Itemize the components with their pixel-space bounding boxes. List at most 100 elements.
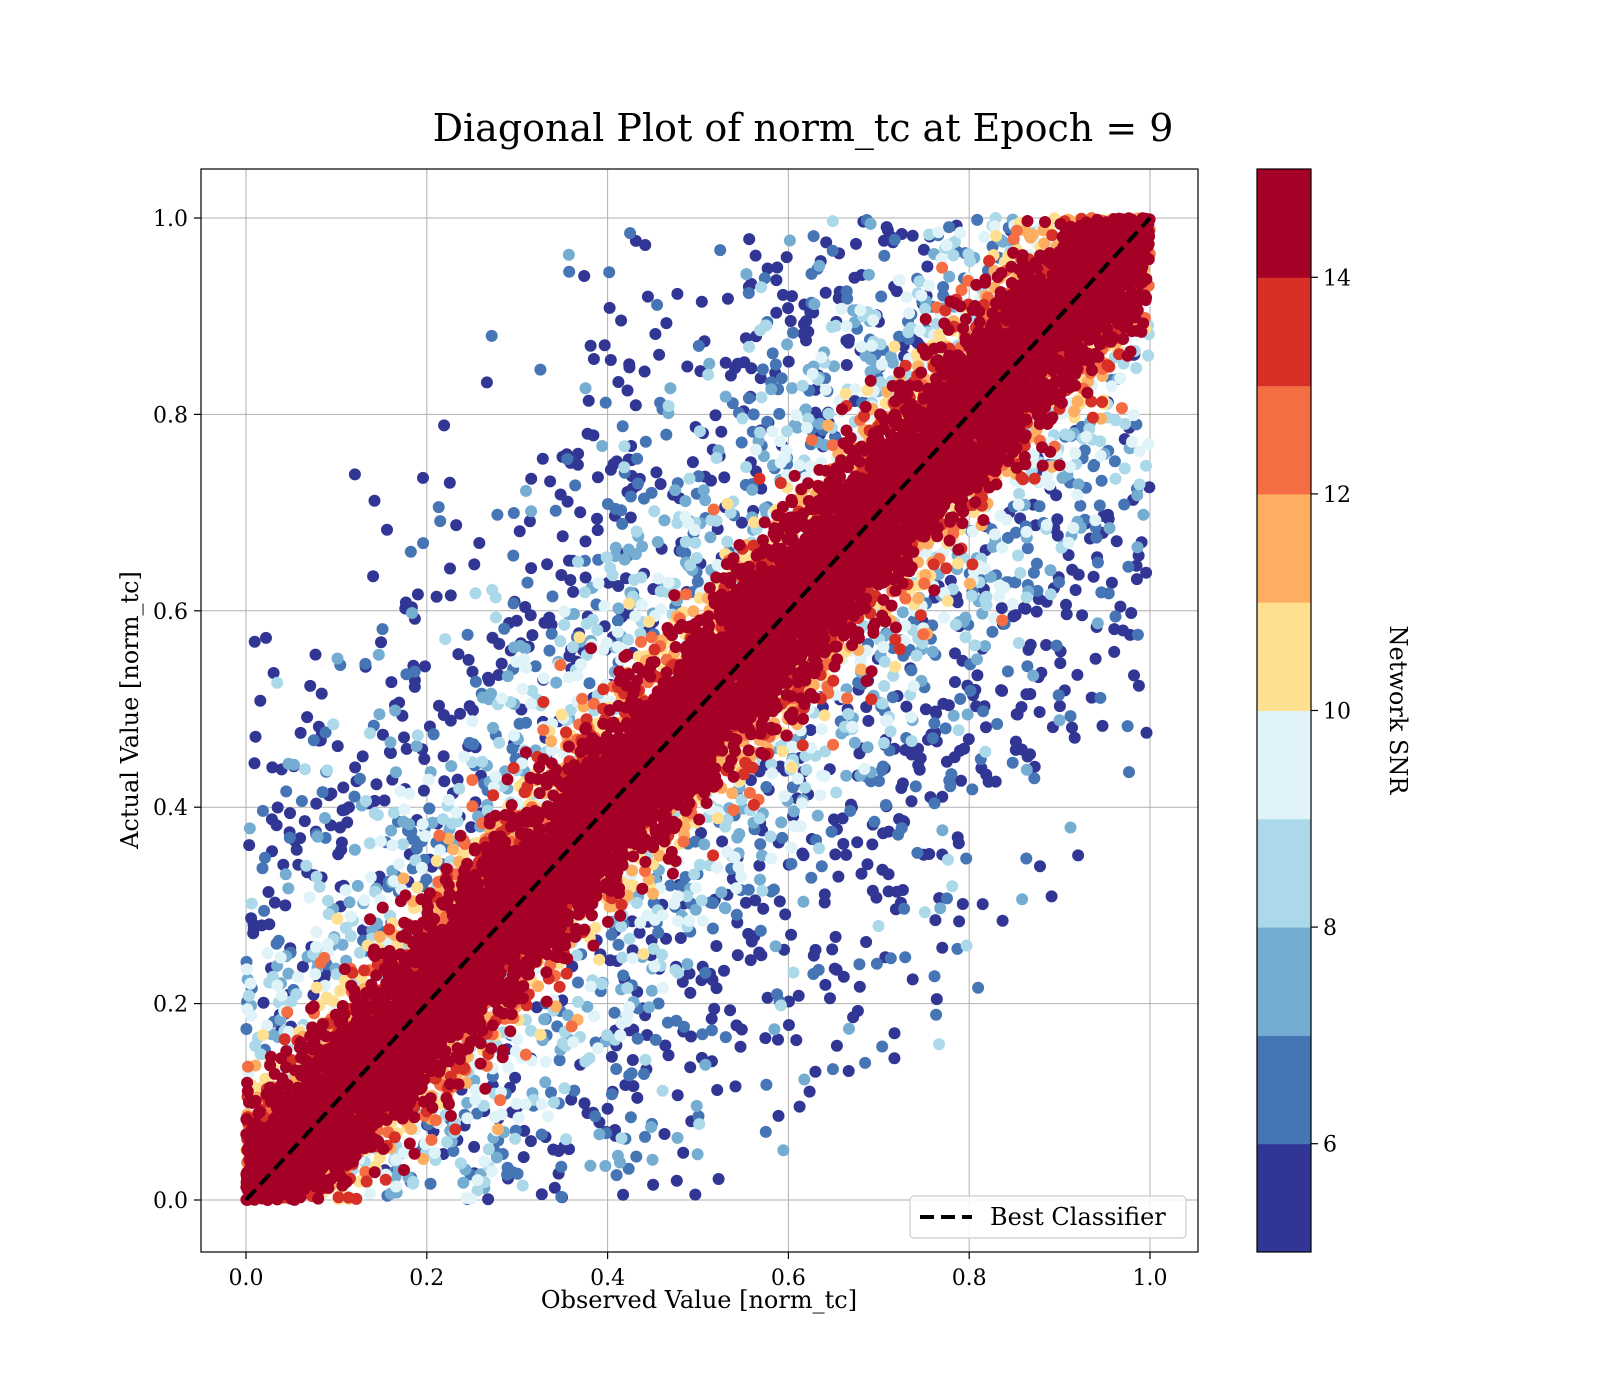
scatter-point (691, 575, 704, 588)
scatter-point (876, 1040, 889, 1053)
scatter-point (507, 597, 520, 610)
scatter-point (781, 338, 794, 351)
scatter-point (718, 471, 731, 484)
scatter-point (516, 1179, 529, 1192)
scatter-point (451, 773, 464, 786)
scatter-point (392, 858, 405, 871)
scatter-point (905, 795, 918, 808)
scatter-point (740, 896, 752, 909)
scatter-point (896, 606, 909, 619)
scatter-point (800, 421, 813, 434)
scatter-point (877, 737, 890, 749)
scatter-point (641, 290, 654, 303)
scatter-point (618, 461, 631, 474)
scatter-point (814, 789, 827, 802)
scatter-point (604, 463, 617, 476)
scatter-point (290, 988, 303, 1001)
scatter-point (1089, 652, 1102, 665)
scatter-point (363, 1187, 376, 1200)
scatter-point (896, 777, 909, 790)
scatter-point (1052, 689, 1065, 702)
scatter-point (790, 1034, 803, 1047)
scatter-point (617, 1188, 630, 1201)
scatter-point (787, 326, 799, 339)
scatter-point (508, 729, 520, 742)
scatter-point (779, 908, 792, 921)
scatter-point (398, 731, 410, 744)
scatter-point (430, 854, 443, 867)
scatter-point (772, 1109, 785, 1122)
scatter-point (1020, 525, 1033, 538)
scatter-point (928, 797, 941, 810)
scatter-point (357, 924, 369, 937)
scatter-point (1087, 570, 1100, 583)
scatter-point (358, 894, 371, 907)
scatter-point (796, 379, 809, 392)
scatter-point (735, 870, 748, 883)
scatter-point (815, 860, 828, 873)
scatter-point (1024, 688, 1037, 700)
scatter-point (743, 340, 755, 353)
scatter-point (292, 971, 305, 984)
scatter-point (618, 440, 631, 453)
scatter-point (742, 927, 755, 940)
scatter-point (900, 291, 913, 304)
scatter-point (798, 318, 810, 331)
scatter-point (367, 570, 380, 583)
scatter-point (947, 249, 960, 262)
scatter-point (257, 1029, 270, 1041)
scatter-point (1118, 498, 1131, 511)
scatter-point (461, 1112, 474, 1125)
scatter-point (693, 425, 706, 438)
scatter-point (952, 557, 964, 570)
scatter-point (321, 764, 334, 777)
scatter-point (888, 340, 901, 353)
scatter-point (284, 807, 296, 820)
scatter-point (793, 1100, 806, 1113)
scatter-point (982, 775, 995, 788)
scatter-point (1006, 597, 1019, 610)
scatter-point (941, 595, 954, 607)
scatter-point (730, 908, 743, 921)
scatter-point (643, 1001, 655, 1014)
scatter-point (583, 677, 596, 690)
scatter-point (1128, 669, 1140, 682)
scatter-point (829, 319, 842, 332)
scatter-point (309, 968, 322, 981)
scatter-point (695, 295, 708, 308)
scatter-point (517, 653, 530, 666)
scatter-point (860, 936, 873, 948)
scatter-point (495, 657, 508, 670)
scatter-point (562, 248, 575, 261)
scatter-point (612, 376, 625, 388)
scatter-point (1140, 459, 1152, 472)
scatter-point (1133, 478, 1146, 491)
scatter-point (776, 831, 789, 844)
scatter-point (586, 613, 599, 626)
scatter-point (909, 780, 922, 793)
scatter-point (862, 268, 875, 281)
scatter-point (1009, 743, 1022, 756)
scatter-point (509, 1071, 522, 1084)
scatter-point (768, 1023, 781, 1036)
scatter-point (398, 803, 411, 816)
scatter-point (829, 848, 842, 861)
scatter-point (438, 775, 451, 788)
scatter-point (378, 794, 391, 807)
scatter-point (616, 951, 629, 964)
scatter-point (658, 514, 671, 527)
scatter-point (994, 509, 1007, 522)
scatter-point (734, 1040, 747, 1053)
scatter-point (1021, 542, 1034, 555)
scatter-point (1072, 478, 1085, 491)
scatter-point (376, 623, 389, 636)
scatter-point (1105, 576, 1118, 589)
scatter-point (840, 848, 853, 861)
scatter-point (267, 667, 280, 679)
scatter-point (1020, 763, 1033, 776)
scatter-point (867, 314, 880, 327)
scatter-point (310, 940, 323, 953)
scatter-point (782, 302, 795, 315)
scatter-point (1094, 449, 1107, 462)
scatter-point (736, 412, 749, 425)
